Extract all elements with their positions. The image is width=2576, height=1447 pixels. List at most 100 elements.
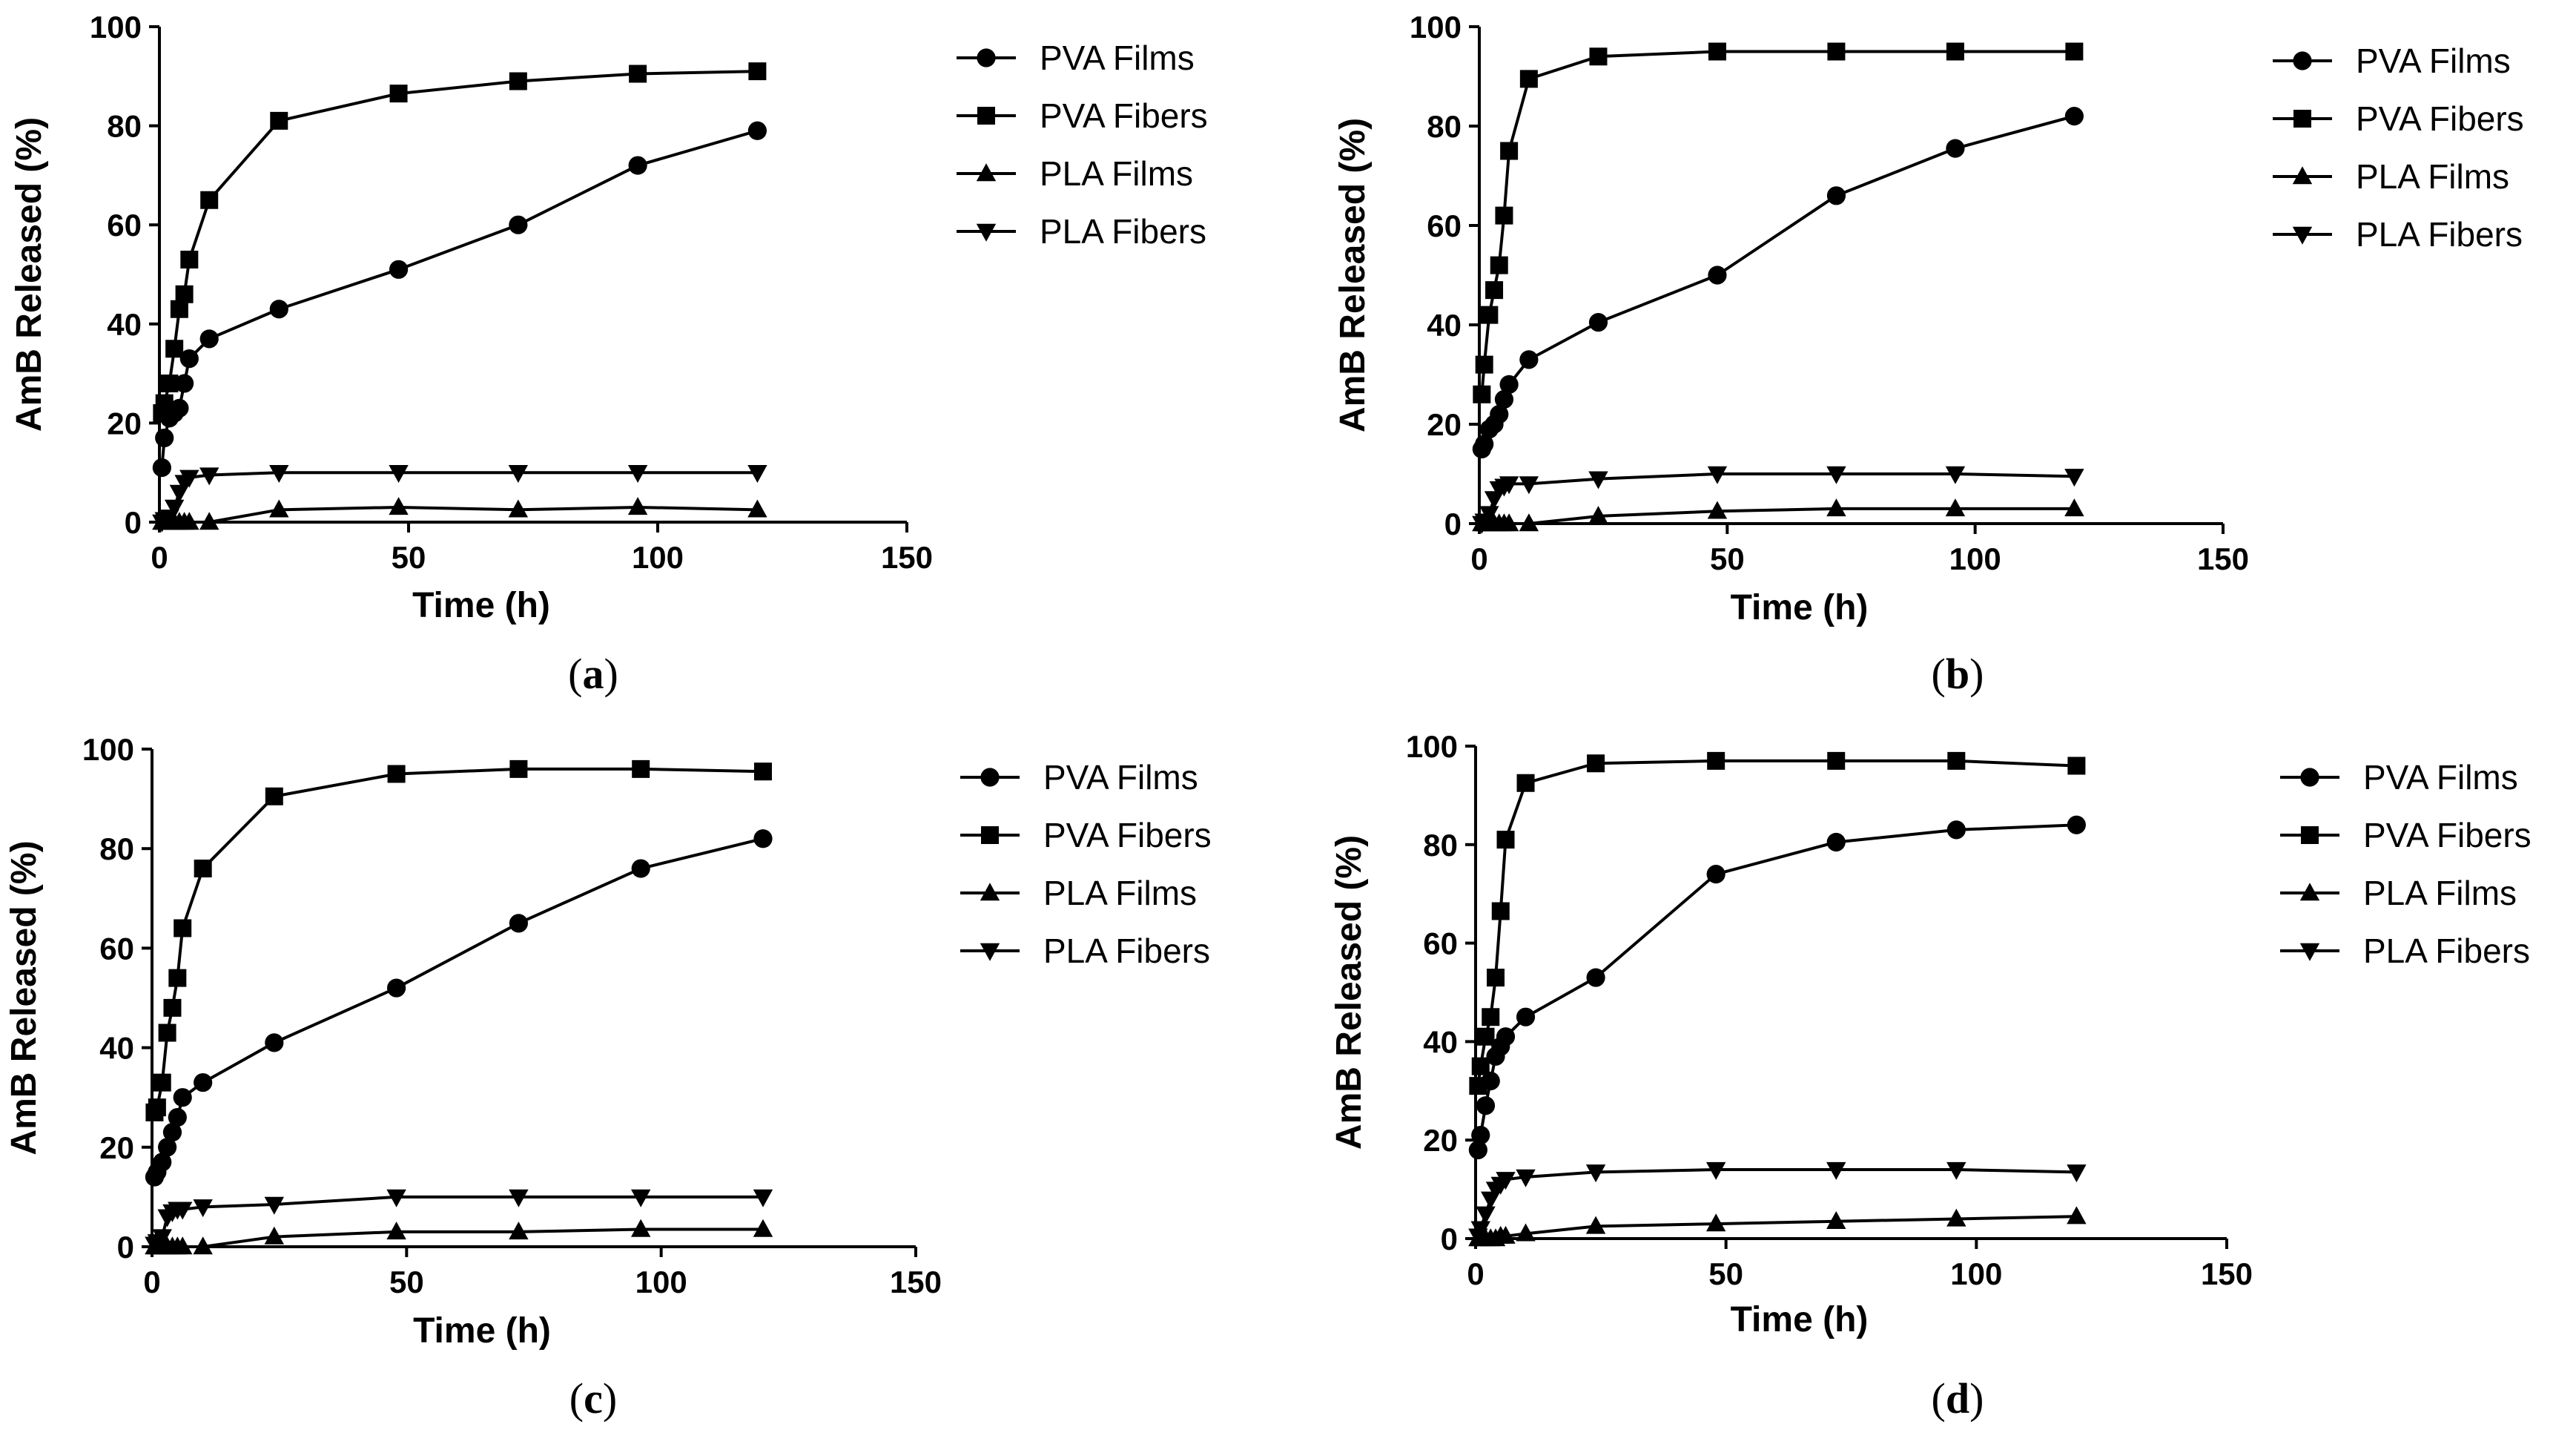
data-point <box>2064 469 2084 487</box>
data-point <box>200 191 219 209</box>
data-point <box>1476 1206 1496 1224</box>
series-line <box>160 70 758 414</box>
legend-marker <box>2299 883 2320 901</box>
legend-marker <box>980 883 1000 901</box>
y-tick-label: 60 <box>99 931 134 966</box>
data-point <box>1482 1008 1500 1026</box>
data-point <box>509 72 527 90</box>
data-point <box>194 860 212 878</box>
data-point <box>753 1219 773 1237</box>
series-pla-films <box>1472 498 2084 532</box>
data-point <box>152 458 171 478</box>
data-point <box>1499 476 1519 495</box>
y-tick-label: 20 <box>1423 1123 1458 1158</box>
data-point <box>1705 1161 1726 1180</box>
y-tick-label: 0 <box>117 1230 134 1265</box>
x-tick-label: 50 <box>1710 541 1745 576</box>
data-point <box>1490 405 1509 424</box>
data-point <box>174 919 192 937</box>
series-pla-fibers <box>1472 466 2084 534</box>
x-axis-title: Time (h) <box>1731 588 1869 627</box>
panel-label: (b) <box>1932 650 1984 698</box>
data-point <box>509 914 529 933</box>
y-tick-label: 80 <box>1427 109 1462 144</box>
legend-marker <box>977 48 996 67</box>
data-point <box>1946 1208 1966 1227</box>
series-pva-fibers <box>1473 42 2084 403</box>
x-tick-label: 150 <box>2201 1256 2253 1291</box>
legend-marker <box>977 107 995 125</box>
data-point <box>1826 186 1846 205</box>
legend-marker <box>980 943 1000 961</box>
data-point <box>269 465 289 483</box>
data-point <box>627 465 648 483</box>
data-point <box>1471 1057 1490 1075</box>
data-point <box>389 85 408 103</box>
data-point <box>748 62 767 81</box>
data-point <box>389 497 409 515</box>
series-pva-films <box>152 121 767 478</box>
data-point <box>754 762 772 781</box>
data-point <box>1491 902 1510 920</box>
y-tick-label: 100 <box>1410 10 1462 45</box>
y-tick-label: 40 <box>107 307 142 342</box>
data-point <box>194 1072 213 1092</box>
data-point <box>173 1088 192 1107</box>
data-point <box>387 765 406 783</box>
data-point <box>158 1138 177 1157</box>
data-point <box>179 469 199 488</box>
chart-panel-b: 0 20 40 60 80 100 0 50 100 150 Time (h) AmB Release… <box>1333 10 2524 698</box>
legend-label: PLA Films <box>2363 874 2517 912</box>
data-point <box>1519 70 1538 88</box>
data-point <box>1589 47 1608 66</box>
series-line <box>1480 114 2075 450</box>
series-pva-fibers <box>1469 751 2086 1095</box>
data-point <box>1487 969 1505 987</box>
y-tick-label: 0 <box>1441 1222 1458 1256</box>
data-point <box>1519 476 1539 495</box>
data-point <box>175 285 194 303</box>
data-point <box>1946 820 1966 840</box>
x-tick-label: 100 <box>1950 1256 2002 1291</box>
data-point <box>1585 1164 1606 1183</box>
legend-label: PVA Films <box>2363 758 2518 797</box>
data-point <box>747 121 767 140</box>
y-axis-title: AmB Released (%) <box>4 840 44 1155</box>
data-point <box>152 1229 172 1247</box>
series-line <box>160 129 758 468</box>
y-tick-label: 60 <box>1427 208 1462 243</box>
data-point <box>628 156 647 175</box>
data-point <box>2067 1164 2087 1183</box>
data-point <box>629 65 647 83</box>
series-line <box>1478 1215 2077 1240</box>
series-pla-fibers <box>152 465 767 533</box>
y-tick-label: 80 <box>99 831 134 866</box>
legend-marker <box>2301 826 2319 844</box>
legend-marker <box>2300 768 2319 787</box>
data-point <box>1586 968 1605 987</box>
data-point <box>1826 466 1846 484</box>
data-point <box>165 340 184 358</box>
legend-label: PLA Fibers <box>2356 215 2523 254</box>
data-point <box>1500 142 1519 160</box>
data-point <box>1475 435 1494 454</box>
data-point <box>1588 506 1608 524</box>
series-line <box>153 837 764 1178</box>
data-point <box>1499 375 1519 394</box>
legend-marker <box>2293 51 2312 70</box>
data-point <box>1946 42 1964 61</box>
panel-label: (a) <box>568 650 618 698</box>
x-tick-label: 0 <box>143 1265 160 1299</box>
data-point <box>1495 206 1513 225</box>
y-tick-label: 40 <box>1423 1024 1458 1059</box>
data-point <box>1588 471 1608 490</box>
data-point <box>1490 256 1508 274</box>
data-point <box>1826 498 1846 517</box>
data-point <box>2067 1206 2087 1224</box>
data-point <box>1707 501 1728 519</box>
series-line <box>1480 472 2075 525</box>
data-point <box>753 1189 773 1207</box>
data-point <box>155 394 174 412</box>
data-point <box>2064 498 2084 517</box>
